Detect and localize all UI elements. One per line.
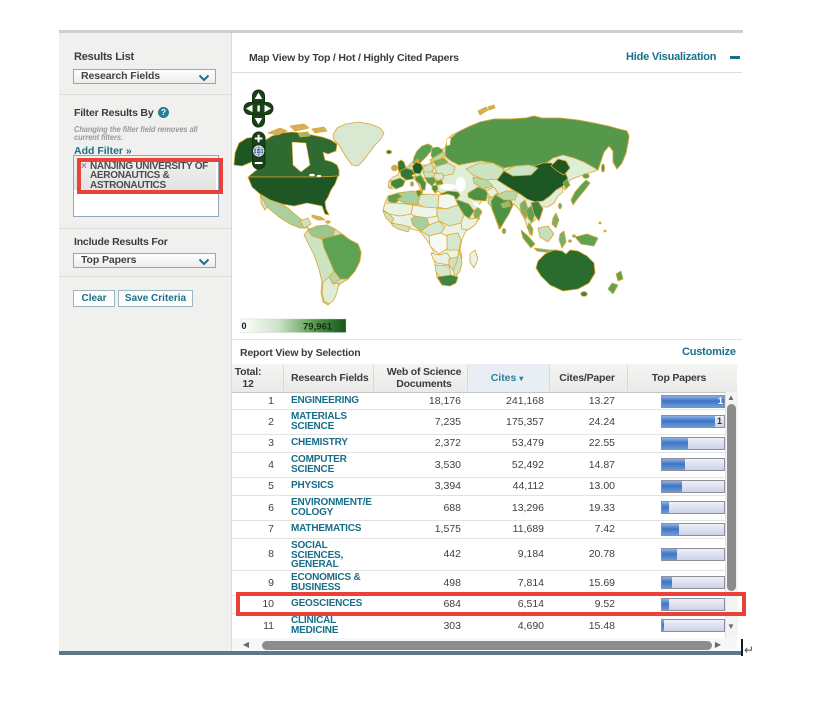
svg-text:0: 0 — [242, 321, 247, 331]
svg-text:79,961: 79,961 — [303, 322, 333, 333]
